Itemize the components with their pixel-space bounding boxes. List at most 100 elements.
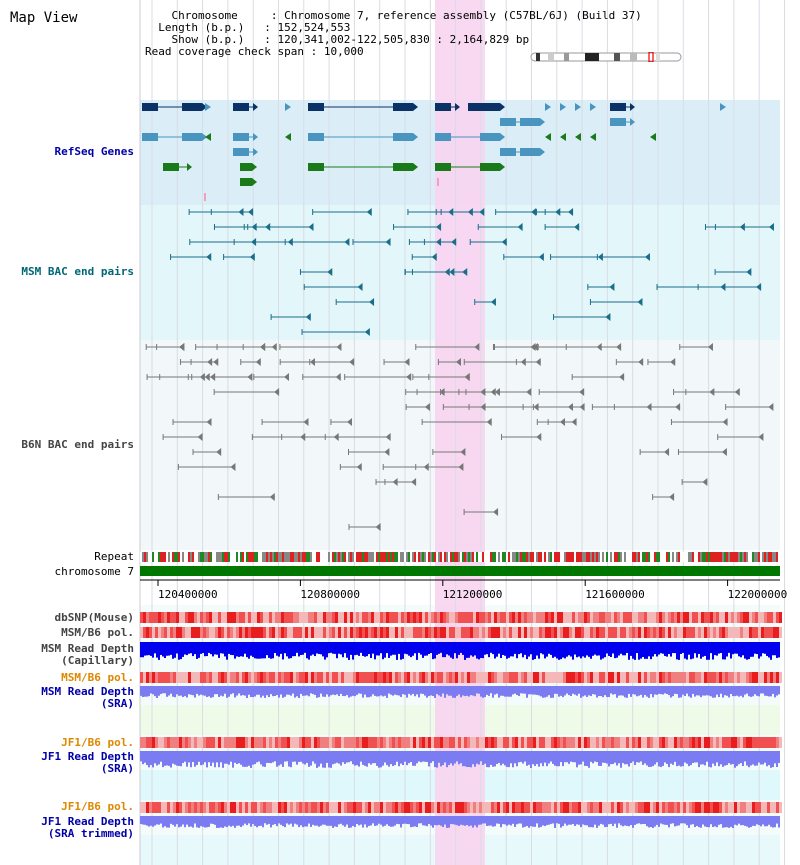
track-label-b6n-bac[interactable]: B6N BAC end pairs <box>21 438 134 451</box>
depth-bar <box>706 751 708 762</box>
heat-cell <box>287 627 290 638</box>
track-label-msm-b6-pol-2[interactable]: MSM/B6 pol. <box>61 671 134 684</box>
repeat-bar <box>496 552 498 562</box>
chromosome-ideogram[interactable] <box>530 52 682 62</box>
repeat-bar <box>142 552 144 562</box>
depth-bar <box>526 686 528 698</box>
coverage-label: Read coverage check span <box>145 45 304 58</box>
depth-bar <box>568 751 570 764</box>
depth-bar <box>708 642 710 660</box>
depth-bar <box>762 751 764 765</box>
heat-cell <box>728 627 731 638</box>
depth-bar <box>488 642 490 658</box>
repeat-bar <box>744 552 746 562</box>
track-label-line-1: JF1 Read Depth <box>41 750 134 763</box>
gene-exon <box>393 163 413 171</box>
depth-bar <box>174 642 176 658</box>
repeat-bar <box>630 552 632 562</box>
track-label-msm-bac[interactable]: MSM BAC end pairs <box>21 265 134 278</box>
depth-bar <box>746 816 748 827</box>
heat-cell <box>758 737 761 748</box>
gene-arrow <box>630 118 635 126</box>
bac-arrow <box>664 448 670 456</box>
heat-cell <box>266 627 269 638</box>
heat-cell <box>521 612 524 623</box>
depth-bar <box>648 642 650 657</box>
heat-cell <box>293 737 296 748</box>
repeat-bar <box>438 552 440 562</box>
heat-cell <box>371 672 374 683</box>
heat-cell <box>305 802 308 813</box>
depth-bar <box>650 686 652 695</box>
track-label-jf1-depth-sra[interactable]: JF1 Read Depth (SRA) <box>41 751 134 775</box>
repeat-bar <box>192 552 194 562</box>
heat-cell <box>413 627 416 638</box>
heat-cell <box>299 672 302 683</box>
heat-cell <box>194 737 197 748</box>
depth-bar <box>568 642 570 656</box>
depth-bar <box>498 816 500 824</box>
heat-cell <box>161 737 164 748</box>
depth-bar <box>516 686 518 695</box>
depth-bar <box>144 686 146 697</box>
depth-bar <box>238 642 240 657</box>
depth-bar <box>360 686 362 694</box>
repeat-bar <box>456 552 458 562</box>
depth-bar <box>396 816 398 824</box>
heat-cell <box>653 802 656 813</box>
depth-bar <box>318 686 320 698</box>
heat-cell <box>608 737 611 748</box>
heat-cell <box>623 672 626 683</box>
depth-bar <box>744 642 746 659</box>
heat-cell <box>425 612 428 623</box>
track-label-msm-depth-sra[interactable]: MSM Read Depth (SRA) <box>41 686 134 710</box>
heat-cell <box>395 672 398 683</box>
heat-cell <box>599 612 602 623</box>
repeat-bar <box>576 552 578 562</box>
track-label-dbsnp[interactable]: dbSNP(Mouse) <box>54 611 134 624</box>
track-label-jf1-b6-pol-2[interactable]: JF1/B6 pol. <box>61 800 134 813</box>
track-label-msm-b6-pol[interactable]: MSM/B6 pol. <box>61 626 134 639</box>
depth-bar <box>646 816 648 827</box>
heat-cell <box>368 737 371 748</box>
track-label-refseq[interactable]: RefSeq Genes <box>54 145 134 158</box>
track-label-msm-depth-capillary[interactable]: MSM Read Depth (Capillary) <box>41 643 134 667</box>
depth-bar <box>674 751 676 762</box>
depth-bar <box>626 816 628 826</box>
depth-bar <box>158 642 160 660</box>
depth-bar <box>320 816 322 826</box>
track-label-jf1-depth-trimmed[interactable]: JF1 Read Depth (SRA trimmed) <box>41 816 134 840</box>
heat-cell <box>140 802 143 813</box>
track-label-jf1-b6-pol[interactable]: JF1/B6 pol. <box>61 736 134 749</box>
depth-bar <box>194 751 196 767</box>
gene-arrow <box>413 103 418 111</box>
depth-bar <box>164 686 166 694</box>
heat-cell <box>362 802 365 813</box>
depth-bar <box>446 686 448 695</box>
repeat-bar <box>178 552 180 562</box>
ideogram-band <box>548 53 554 61</box>
heat-cell <box>755 627 758 638</box>
depth-bar <box>634 642 636 660</box>
depth-bar <box>612 751 614 765</box>
heat-cell <box>638 802 641 813</box>
heat-cell <box>482 672 485 683</box>
track-label-repeat[interactable]: Repeat <box>94 550 134 563</box>
repeat-bar <box>194 552 196 562</box>
depth-bar <box>246 751 248 767</box>
heat-cell <box>335 672 338 683</box>
heat-cell <box>278 802 281 813</box>
depth-bar <box>154 751 156 764</box>
gene-arrow <box>413 133 418 141</box>
depth-bar <box>408 642 410 656</box>
repeat-bar <box>320 552 322 562</box>
track-label-chromosome[interactable]: chromosome 7 <box>54 565 134 578</box>
depth-bar <box>332 642 334 654</box>
depth-bar <box>358 816 360 826</box>
heat-cell <box>524 627 527 638</box>
depth-bar <box>690 816 692 825</box>
heat-cell <box>146 672 149 683</box>
repeat-bar <box>528 552 530 562</box>
